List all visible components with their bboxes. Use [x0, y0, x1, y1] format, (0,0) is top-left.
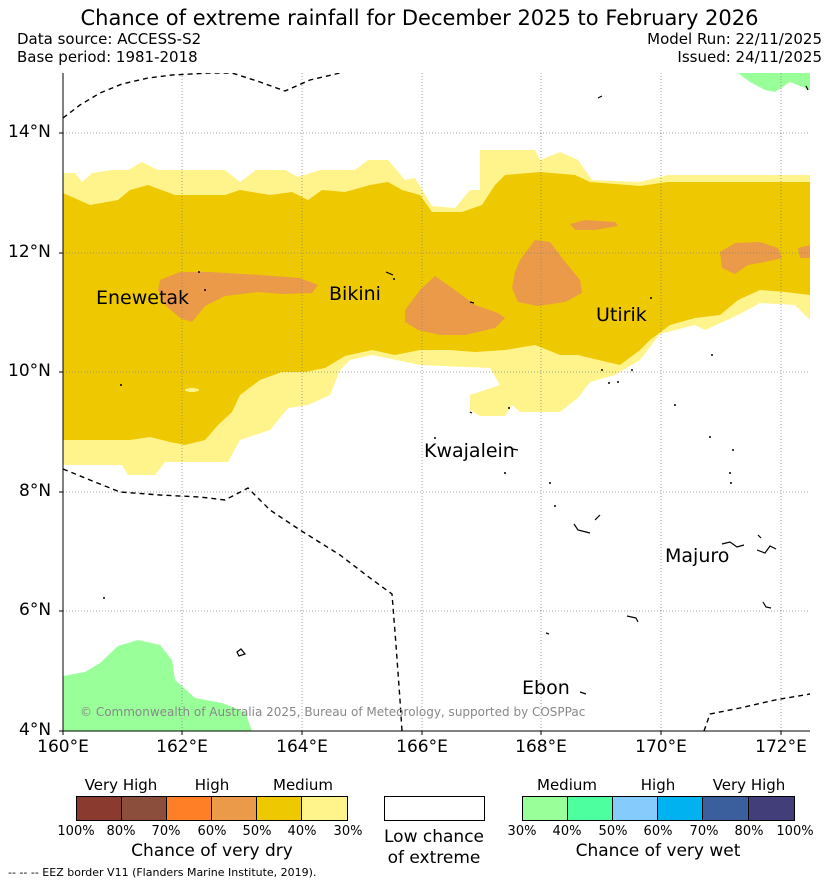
dry-swatch-50-60	[211, 796, 257, 821]
lon-tick-162e: 162°E	[156, 737, 208, 757]
dry-pct-label: 50%	[242, 824, 272, 839]
dry-swatch-60-70	[166, 796, 212, 821]
place-label-majuro: Majuro	[665, 545, 730, 567]
low-chance-swatch	[384, 796, 485, 821]
wet-medium-region-southwest	[63, 640, 252, 731]
wet-swatch-70-80	[702, 796, 749, 821]
wet-swatch-50-60	[612, 796, 658, 821]
dry-swatch-80-100	[76, 796, 122, 821]
wet-legend-title: Chance of very wet	[575, 841, 741, 861]
wet-pct-label: 30%	[507, 824, 537, 839]
wet-pct-label: 60%	[643, 824, 673, 839]
dry-swatch-30-40	[301, 796, 348, 821]
dry-pct-label: 40%	[287, 824, 317, 839]
lat-tick-10n: 10°N	[8, 361, 51, 381]
dry-swatch-40-50	[256, 796, 302, 821]
dry-pct-label: 80%	[106, 824, 136, 839]
place-label-utirik: Utirik	[596, 304, 647, 326]
lon-tick-166e: 166°E	[396, 737, 448, 757]
copyright-notice: © Commonwealth of Australia 2025, Bureau…	[80, 705, 586, 719]
dry-high-region-edge	[798, 245, 810, 258]
lat-tick-4n: 4°N	[19, 720, 52, 740]
place-label-ebon: Ebon	[522, 677, 570, 699]
wet-pct-label: 70%	[689, 824, 719, 839]
low-chance-line2: of extreme	[387, 848, 481, 868]
dry-pct-label: 70%	[151, 824, 181, 839]
dry-high-region-far-east	[720, 242, 782, 274]
dry-legend-title: Chance of very dry	[131, 841, 293, 861]
wet-category-very-high: Very High	[712, 776, 786, 794]
wet-pct-label: 80%	[734, 824, 764, 839]
wet-swatch-40-50	[567, 796, 613, 821]
wet-category-high: High	[640, 776, 676, 794]
wet-medium-region-northeast	[738, 73, 810, 92]
dry-high-region-small	[570, 220, 618, 230]
wet-swatch-60-70	[657, 796, 703, 821]
wet-pct-label: 40%	[552, 824, 582, 839]
wet-pct-label: 50%	[598, 824, 628, 839]
dry-high-region-central	[405, 276, 505, 335]
lat-tick-6n: 6°N	[19, 600, 52, 620]
eez-border-north	[63, 73, 341, 119]
lon-tick-164e: 164°E	[276, 737, 328, 757]
wet-category-medium: Medium	[537, 776, 597, 794]
dry-category-medium: Medium	[273, 776, 333, 794]
dry-high-region-west	[158, 272, 318, 322]
eez-border-southeast	[703, 693, 810, 731]
lon-tick-168e: 168°E	[515, 737, 567, 757]
lat-tick-8n: 8°N	[19, 481, 52, 501]
data-source-label: Data source: ACCESS-S2	[17, 30, 202, 48]
dry-pct-label: 30%	[333, 824, 363, 839]
model-run-label: Model Run: 22/11/2025	[647, 30, 822, 48]
chart-title: Chance of extreme rainfall for December …	[80, 6, 759, 30]
wet-swatch-30-40	[522, 796, 568, 821]
lat-tick-12n: 12°N	[8, 242, 51, 262]
lat-tick-14n: 14°N	[8, 122, 51, 142]
low-chance-line1: Low chance	[384, 827, 484, 847]
place-label-enewetak: Enewetak	[96, 287, 190, 309]
place-label-kwajalein: Kwajalein	[424, 440, 515, 462]
lon-tick-172e: 172°E	[755, 737, 807, 757]
eez-border-note: -- -- -- EEZ border V11 (Flanders Marine…	[8, 866, 317, 879]
wet-swatch-80-100	[748, 796, 795, 821]
eez-border-south	[63, 468, 403, 731]
dry-swatch-70-80	[121, 796, 167, 821]
lon-tick-160e: 160°E	[37, 737, 89, 757]
light-yellow-speck	[185, 388, 199, 392]
dry-pct-label: 60%	[197, 824, 227, 839]
dry-pct-label: 100%	[57, 824, 95, 839]
wet-colorbar	[522, 796, 795, 821]
wet-pct-label: 100%	[776, 824, 814, 839]
lon-tick-170e: 170°E	[635, 737, 687, 757]
dry-high-region-east	[512, 240, 582, 306]
rainfall-map	[59, 73, 810, 735]
dry-colorbar	[76, 796, 348, 821]
dry-category-very-high: Very High	[84, 776, 158, 794]
base-period-label: Base period: 1981-2018	[17, 48, 198, 66]
place-label-bikini: Bikini	[329, 283, 381, 305]
dry-category-high: High	[194, 776, 230, 794]
issued-date-label: Issued: 24/11/2025	[677, 48, 822, 66]
